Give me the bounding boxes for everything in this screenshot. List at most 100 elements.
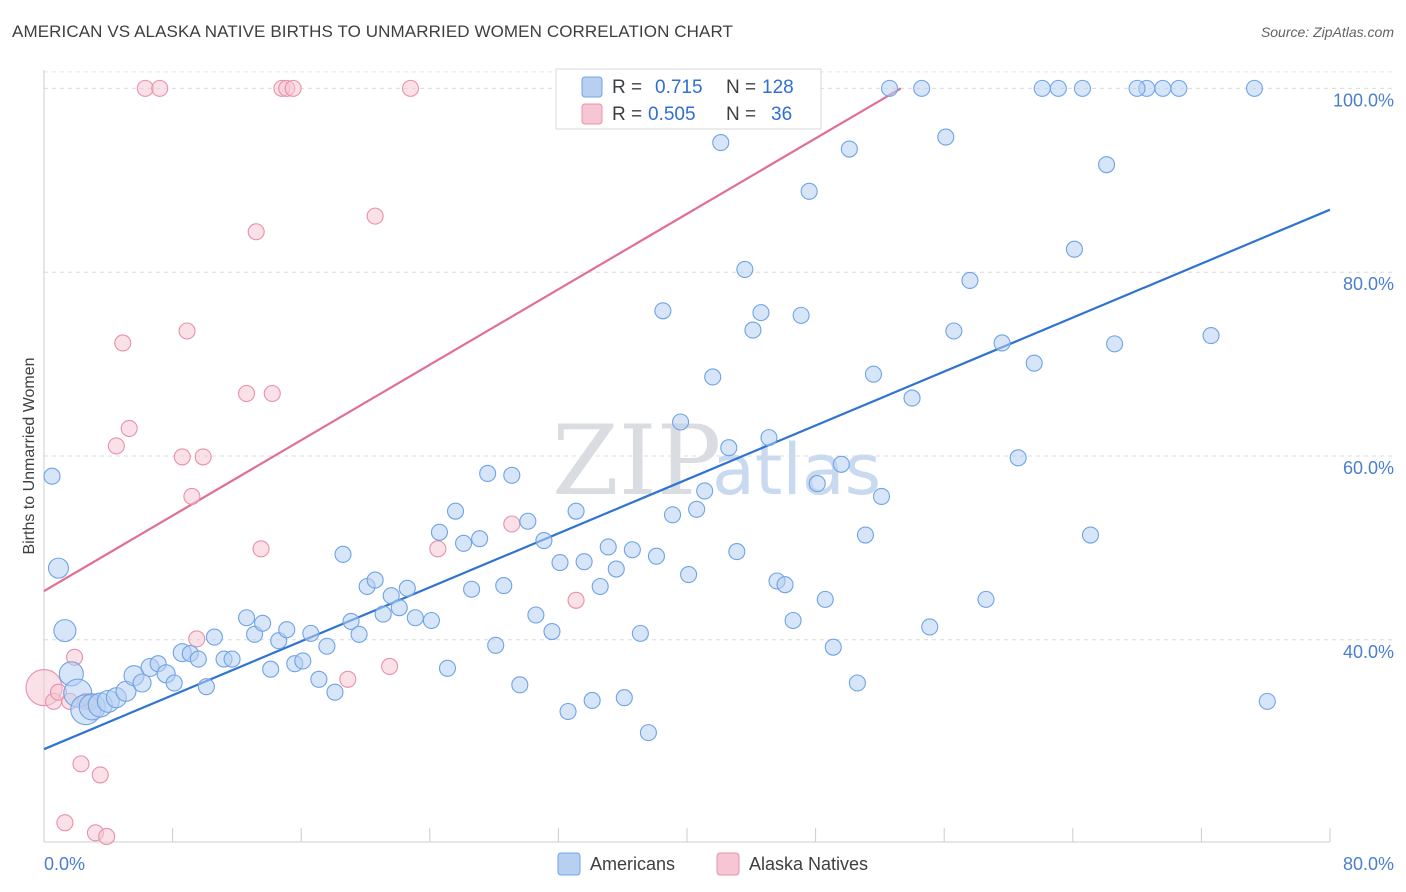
y-tick-label-100: 100.0% (1333, 90, 1394, 110)
bottom-legend-swatch-alaska-natives (716, 852, 740, 876)
americans-point-122 (1154, 79, 1172, 97)
alaska-natives-point-13 (114, 334, 132, 352)
americans-point-41 (374, 605, 392, 623)
americans-point-49 (446, 502, 465, 520)
alaska-natives-point-6 (72, 755, 90, 773)
americans-point-58 (519, 512, 537, 530)
x-tick-label-min: 0.0% (44, 854, 85, 874)
americans-point-104 (903, 389, 921, 407)
americans-point-120 (1106, 335, 1124, 353)
y-tick-labels: 40.0% 60.0% 80.0% 100.0% (1333, 90, 1394, 661)
alaska-natives-point-15 (136, 79, 154, 97)
americans-trend-line (43, 208, 1331, 751)
americans-point-99 (848, 674, 866, 692)
alaska-natives-point-32 (401, 79, 420, 97)
americans-point-70 (615, 689, 633, 707)
americans-point-31 (294, 652, 312, 670)
americans-point-67 (591, 577, 609, 596)
americans-point-76 (663, 506, 682, 524)
americans-point-72 (631, 624, 649, 642)
legend: R = 0.715 N = 128 R = 0.505 N = 36 (555, 68, 822, 130)
americans-point-42 (382, 587, 400, 605)
americans-point-20 (197, 678, 215, 696)
alaska-natives-point-3 (56, 814, 74, 832)
watermark: ZIP atlas (552, 405, 881, 517)
americans-point-34 (318, 637, 336, 655)
americans-point-37 (342, 612, 360, 630)
americans-point-59 (527, 606, 545, 624)
americans-point-80 (696, 482, 714, 500)
americans-point-123 (1170, 79, 1188, 97)
americans-point-50 (455, 534, 473, 552)
americans-points (43, 79, 1276, 742)
americans-point-86 (744, 321, 762, 339)
chart-title: AMERICAN VS ALASKA NATIVE BIRTHS TO UNMA… (12, 22, 734, 41)
americans-point-81 (704, 368, 722, 386)
americans-point-125 (1245, 79, 1263, 97)
alaska-natives-point-31 (381, 657, 399, 676)
americans-point-45 (406, 609, 424, 627)
americans-point-71 (623, 541, 641, 559)
americans-point-93 (800, 182, 818, 200)
americans-point-24 (237, 609, 256, 627)
americans-point-78 (680, 566, 698, 584)
americans-point-33 (310, 670, 328, 688)
americans-point-0 (43, 467, 61, 485)
alaska-natives-point-17 (173, 448, 191, 466)
americans-point-110 (977, 590, 995, 608)
alaska-natives-point-34 (503, 515, 521, 533)
americans-point-95 (816, 590, 834, 608)
americans-point-66 (583, 691, 601, 710)
americans-point-63 (559, 702, 577, 721)
americans-point-19 (189, 650, 207, 668)
bottom-legend-label-alaska-natives: Alaska Natives (749, 854, 868, 874)
legend-swatch-alaska-natives (581, 103, 603, 125)
americans-point-82 (712, 134, 730, 152)
americans-point-92 (792, 306, 810, 324)
americans-point-97 (832, 455, 850, 473)
americans-point-118 (1081, 526, 1100, 544)
alaska-natives-points (25, 79, 585, 846)
americans-point-79 (688, 500, 706, 518)
americans-point-61 (543, 622, 561, 641)
americans-point-57 (511, 676, 529, 694)
watermark-atlas: atlas (712, 429, 881, 511)
legend-r-label-americans: R = (612, 77, 642, 98)
americans-point-54 (487, 636, 505, 654)
americans-point-108 (945, 322, 963, 340)
americans-point-109 (961, 271, 979, 290)
americans-point-106 (921, 618, 939, 636)
americans-point-38 (350, 625, 368, 643)
americans-point-1 (47, 557, 70, 579)
americans-point-43 (390, 599, 408, 617)
americans-point-119 (1098, 156, 1116, 174)
americans-point-75 (654, 302, 672, 320)
alaska-natives-point-24 (252, 540, 270, 558)
y-axis-label: Births to Unmarried Women (21, 357, 38, 554)
alaska-natives-point-16 (151, 79, 169, 97)
alaska-natives-point-19 (183, 487, 201, 505)
legend-n-value-alaska-natives: 36 (771, 104, 792, 125)
chart-source: Source: ZipAtlas.com (1260, 24, 1394, 40)
americans-point-111 (993, 334, 1011, 352)
americans-point-44 (398, 579, 416, 597)
americans-point-73 (639, 724, 657, 742)
americans-point-100 (856, 526, 874, 544)
bottom-legend-swatch-americans (557, 852, 581, 876)
alaska-natives-point-21 (194, 448, 212, 466)
americans-point-103 (880, 79, 899, 97)
alaska-natives-point-35 (567, 591, 585, 609)
americans-point-26 (254, 614, 272, 632)
americans-point-96 (824, 638, 842, 656)
alaska-natives-point-12 (107, 437, 125, 455)
axes (43, 70, 1331, 843)
x-tick-labels: 0.0% 80.0% (44, 854, 1394, 874)
americans-point-107 (937, 128, 955, 146)
americans-point-51 (463, 580, 481, 598)
legend-swatch-americans (581, 76, 603, 98)
alaska-natives-point-33 (429, 540, 447, 558)
alaska-natives-point-14 (120, 419, 138, 437)
bottom-legend-label-americans: Americans (590, 854, 675, 874)
legend-r-value-alaska-natives: 0.505 (648, 104, 696, 125)
watermark-zip: ZIP (552, 405, 721, 517)
